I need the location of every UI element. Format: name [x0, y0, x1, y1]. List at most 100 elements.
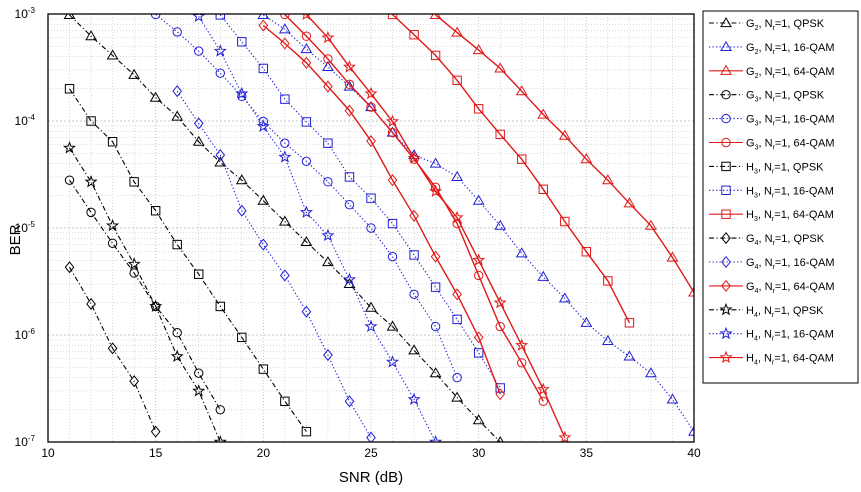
data-point — [323, 138, 333, 148]
data-point — [86, 116, 96, 126]
data-point — [366, 193, 376, 203]
data-point — [321, 30, 335, 44]
data-point — [558, 430, 572, 442]
data-point — [280, 138, 290, 148]
data-point — [323, 80, 333, 93]
series-line — [262, 14, 694, 432]
data-point — [237, 332, 247, 343]
series-5 — [280, 14, 548, 407]
data-point — [342, 60, 357, 73]
legend-marker — [721, 255, 731, 269]
legend-entry: G2, Nr=1, 64-QAM — [709, 64, 834, 80]
data-point — [64, 84, 75, 94]
series-line — [69, 266, 157, 432]
data-point — [409, 250, 419, 260]
data-point — [192, 384, 206, 397]
data-point — [278, 150, 292, 163]
data-point — [258, 19, 269, 32]
data-point — [580, 316, 593, 327]
legend-label: G4, Nr=1, 64-QAM — [746, 281, 834, 295]
data-point — [515, 85, 528, 96]
data-point — [301, 14, 311, 21]
legend-label: G2, Nr=1, QPSK — [746, 18, 825, 32]
data-point — [215, 68, 225, 78]
legend-label: H4, Nr=1, 64-QAM — [746, 353, 834, 367]
data-point — [128, 68, 141, 79]
series-line — [69, 179, 221, 411]
x-axis-ticks: 10 15 20 25 30 35 40 — [41, 446, 701, 460]
data-point — [515, 247, 528, 258]
data-point — [344, 104, 355, 117]
data-point — [322, 60, 334, 72]
data-point — [301, 31, 312, 41]
grid — [47, 14, 695, 443]
data-point — [430, 50, 441, 61]
data-point — [194, 368, 204, 378]
data-point — [86, 207, 96, 218]
data-point — [323, 54, 333, 64]
data-point — [149, 91, 162, 102]
data-point — [385, 114, 400, 128]
data-point — [536, 382, 550, 395]
data-point — [300, 43, 313, 54]
data-point — [408, 344, 420, 355]
data-point — [172, 328, 182, 338]
legend-label: G4, Nr=1, QPSK — [746, 233, 825, 247]
legend-label: H3, Nr=1, 16-QAM — [746, 185, 834, 199]
data-point — [645, 219, 657, 230]
data-point — [149, 299, 163, 312]
data-point — [106, 49, 119, 60]
data-point — [127, 257, 141, 270]
series-3 — [64, 175, 225, 415]
legend-label: H4, Nr=1, QPSK — [746, 305, 824, 319]
data-point — [300, 235, 313, 247]
x-axis-label: SNR (dB) — [339, 469, 403, 486]
legend-marker — [719, 326, 733, 340]
data-point — [430, 321, 441, 332]
data-point — [150, 206, 161, 216]
series-12 — [62, 141, 227, 442]
data-point — [451, 391, 464, 402]
legend-marker — [721, 209, 731, 219]
data-point — [237, 91, 247, 102]
series-line — [69, 88, 307, 432]
data-point — [280, 37, 290, 50]
data-point — [213, 435, 227, 442]
x-tick-label: 35 — [580, 446, 594, 460]
data-point — [515, 338, 529, 351]
legend-entry: H4, Nr=1, QPSK — [709, 302, 824, 319]
legend-label: G3, Nr=1, QPSK — [746, 90, 825, 104]
data-point — [538, 396, 548, 407]
series-line — [155, 14, 458, 378]
legend-entry: G4, Nr=1, QPSK — [709, 232, 825, 247]
data-point — [387, 251, 398, 262]
data-point — [64, 175, 75, 185]
data-point — [429, 184, 443, 197]
data-point — [213, 44, 227, 57]
legend-label: G3, Nr=1, 64-QAM — [746, 138, 834, 152]
legend-box — [702, 10, 859, 384]
data-point — [107, 238, 118, 248]
data-point — [429, 435, 443, 442]
x-tick-label: 10 — [41, 446, 55, 460]
data-point — [237, 37, 247, 47]
data-point — [430, 282, 441, 292]
data-point — [365, 101, 377, 112]
data-point — [64, 261, 75, 274]
data-point — [62, 141, 77, 154]
legend-entry: G2, Nr=1, QPSK — [709, 16, 825, 32]
data-point — [495, 388, 506, 401]
data-point — [537, 270, 550, 281]
data-point — [366, 102, 376, 112]
data-point — [344, 79, 355, 90]
data-point — [280, 94, 290, 104]
data-point — [452, 288, 462, 301]
legend-entry: G2, Nr=1, 16-QAM — [709, 40, 834, 56]
data-point — [280, 396, 290, 407]
legend-marker — [719, 302, 733, 316]
data-point — [386, 320, 399, 331]
legend-marker — [720, 64, 732, 75]
series-line — [435, 14, 694, 293]
data-point — [323, 348, 333, 362]
y-tick-label: 10-6 — [15, 327, 36, 342]
